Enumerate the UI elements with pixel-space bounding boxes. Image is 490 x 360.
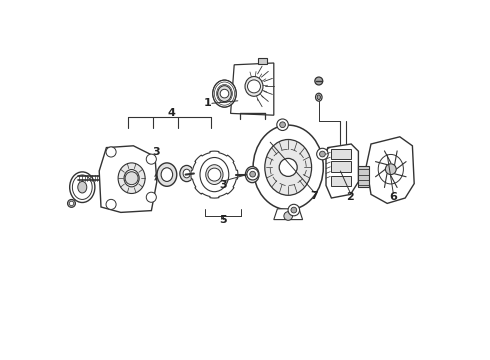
Ellipse shape (70, 172, 95, 203)
Circle shape (386, 164, 396, 175)
Bar (331, 176, 351, 186)
Circle shape (279, 158, 297, 176)
Ellipse shape (245, 166, 259, 183)
Text: 1: 1 (203, 98, 211, 108)
Circle shape (106, 199, 116, 210)
Ellipse shape (118, 163, 145, 194)
Circle shape (280, 122, 286, 127)
Ellipse shape (157, 163, 177, 186)
Circle shape (247, 80, 261, 93)
FancyBboxPatch shape (258, 58, 267, 64)
Bar (331, 161, 351, 172)
Text: 7: 7 (311, 191, 319, 201)
Circle shape (250, 171, 255, 177)
Circle shape (288, 204, 299, 216)
Circle shape (317, 148, 328, 160)
Circle shape (247, 170, 257, 180)
Circle shape (270, 169, 281, 180)
Circle shape (68, 199, 75, 207)
Ellipse shape (317, 95, 320, 100)
Ellipse shape (316, 93, 322, 101)
Circle shape (247, 168, 258, 180)
Ellipse shape (213, 80, 236, 107)
Circle shape (220, 89, 229, 98)
Text: 3: 3 (152, 147, 160, 157)
Polygon shape (367, 137, 414, 203)
Polygon shape (191, 151, 238, 198)
Circle shape (125, 172, 138, 185)
Circle shape (291, 207, 297, 213)
Circle shape (208, 168, 221, 181)
Ellipse shape (124, 170, 139, 187)
Circle shape (319, 151, 325, 157)
Polygon shape (358, 166, 369, 187)
Text: 6: 6 (390, 192, 397, 202)
Bar (331, 149, 351, 159)
Text: 5: 5 (220, 215, 227, 225)
Ellipse shape (218, 86, 231, 102)
Circle shape (284, 212, 293, 220)
Ellipse shape (253, 125, 323, 210)
Ellipse shape (183, 169, 190, 178)
Ellipse shape (265, 139, 312, 195)
Polygon shape (99, 146, 157, 212)
Circle shape (69, 201, 74, 206)
Circle shape (146, 192, 156, 202)
Circle shape (275, 169, 287, 180)
Polygon shape (274, 209, 303, 220)
Circle shape (146, 154, 156, 164)
Circle shape (277, 119, 288, 130)
Ellipse shape (315, 77, 323, 85)
Text: 4: 4 (167, 108, 175, 118)
Circle shape (106, 147, 116, 157)
Ellipse shape (206, 165, 223, 185)
Ellipse shape (180, 166, 194, 181)
Ellipse shape (245, 77, 263, 96)
Ellipse shape (73, 175, 92, 199)
Text: 2: 2 (346, 192, 354, 202)
Polygon shape (231, 63, 274, 115)
Text: 3: 3 (220, 180, 227, 190)
Ellipse shape (161, 168, 172, 181)
Polygon shape (326, 144, 358, 198)
Ellipse shape (78, 181, 87, 193)
